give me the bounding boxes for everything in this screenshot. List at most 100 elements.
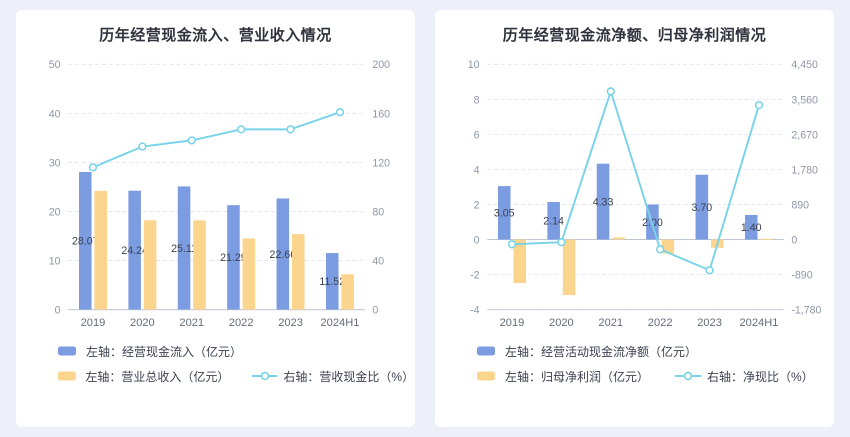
legend-line-icon xyxy=(252,371,278,381)
left-axis-tick-label: 10 xyxy=(49,255,61,267)
left-axis-tick-label: -2 xyxy=(470,269,480,281)
bar-value-label: 4.33 xyxy=(593,196,614,208)
bar-left-2024H1[interactable] xyxy=(341,274,354,310)
left-axis-tick-label: 8 xyxy=(474,94,480,106)
legend-row: 左轴：营业总收入（亿元） 右轴：营收现金比（%） xyxy=(54,368,415,385)
bar-left-2020[interactable] xyxy=(562,239,576,296)
bar-value-label: 3.70 xyxy=(692,202,713,214)
bar-left-2020[interactable] xyxy=(143,220,157,310)
left-axis-tick-label: 4 xyxy=(474,164,480,176)
bar-left-2019[interactable] xyxy=(497,186,511,240)
line-point[interactable] xyxy=(705,266,714,275)
x-axis-label: 2019 xyxy=(500,317,525,329)
bar-left-2019[interactable] xyxy=(94,190,107,310)
bar-value-label: 24.24 xyxy=(121,245,148,257)
legend-item-bar-0[interactable]: 左轴：经营活动现金流净额（亿元） xyxy=(473,343,697,360)
chart-title-right: 历年经营现金流净额、归母净利润情况 xyxy=(502,27,767,44)
legend-item-line-2[interactable]: 右轴：净现比（%） xyxy=(675,368,814,385)
line-point[interactable] xyxy=(656,245,665,254)
legend-bar-swatch-icon xyxy=(477,371,495,381)
left-axis-tick-label: 0 xyxy=(474,234,480,246)
bar-left-2021[interactable] xyxy=(612,237,625,240)
legend-label: 左轴：营业总收入（亿元） xyxy=(85,369,230,384)
right-axis-tick-label: 4,450 xyxy=(791,59,818,71)
chart-legend-right: 左轴：经营活动现金流净额（亿元） 左轴：归母净利润（亿元） 右轴：净现比（%） xyxy=(439,339,830,385)
bar-left-2019[interactable] xyxy=(513,239,526,284)
line-point[interactable] xyxy=(286,125,295,134)
bar-left-2020[interactable] xyxy=(547,202,560,240)
cash-inflow-revenue-chart: 0 0 10 40 20 80 30 120 40 160 50 200 2019 2020 2021 202… xyxy=(49,59,390,329)
right-axis-tick-label: 3,560 xyxy=(791,94,818,106)
bar-left-2024H1[interactable] xyxy=(325,253,339,310)
legend-row: 左轴：经营活动现金流净额（亿元） xyxy=(473,343,830,360)
bar-left-2019[interactable] xyxy=(78,171,92,310)
line-point[interactable] xyxy=(88,163,98,172)
x-axis-label: 2023 xyxy=(278,317,303,329)
legend-item-bar-0[interactable]: 左轴：经营现金流入（亿元） xyxy=(54,343,242,360)
line-point[interactable] xyxy=(237,125,246,134)
left-axis-tick-label: 30 xyxy=(49,157,61,169)
legend-bar-swatch-icon xyxy=(477,346,495,356)
bar-value-label: 2.14 xyxy=(543,216,564,228)
legend-bar-swatch-icon xyxy=(58,371,76,381)
right-axis-tick-label: 40 xyxy=(372,255,384,267)
line-point[interactable] xyxy=(606,87,615,96)
right-axis-tick-label: 160 xyxy=(372,108,390,120)
line-point[interactable] xyxy=(557,238,566,247)
left-axis-tick-label: 50 xyxy=(49,59,61,71)
bar-value-label: 3.05 xyxy=(494,208,515,220)
bar-value-label: 21.29 xyxy=(220,252,247,264)
bar-left-2022[interactable] xyxy=(242,238,256,310)
x-axis-label: 2020 xyxy=(549,317,574,329)
bar-left-2023[interactable] xyxy=(276,198,290,310)
left-axis-tick-label: 10 xyxy=(468,59,480,71)
bar-left-2021[interactable] xyxy=(596,163,610,240)
bar-left-2022[interactable] xyxy=(227,205,240,310)
right-axis-tick-label: 0 xyxy=(372,304,378,316)
bar-left-2021[interactable] xyxy=(177,186,191,310)
right-axis-tick-label: -890 xyxy=(791,269,812,281)
left-axis-tick-label: 6 xyxy=(474,129,480,141)
legend-label: 左轴：经营活动现金流净额（亿元） xyxy=(505,344,698,359)
legend-item-line-2[interactable]: 右轴：营收现金比（%） xyxy=(252,368,415,385)
line-point[interactable] xyxy=(335,108,345,117)
legend-label: 右轴：营收现金比（%） xyxy=(283,369,415,384)
line-point[interactable] xyxy=(507,240,517,249)
right-axis-tick-label: 2,670 xyxy=(791,129,818,141)
legend-line-icon xyxy=(675,371,702,381)
net-cashflow-profit-chart: -4 -1,780 -2 -890 0 0 2 890 4 1,780 6 2,670 8 3,560 10… xyxy=(468,59,822,329)
bar-value-label: 1.40 xyxy=(741,222,762,234)
x-axis-label: 2020 xyxy=(130,317,155,329)
trend-line[interactable] xyxy=(92,111,341,169)
bar-left-2023[interactable] xyxy=(695,174,709,240)
bar-left-2021[interactable] xyxy=(193,220,206,310)
right-axis-tick-label: 0 xyxy=(791,234,797,246)
bar-value-label: 28.07 xyxy=(72,236,99,248)
x-axis-label: 2024H1 xyxy=(740,317,779,329)
x-axis-label: 2019 xyxy=(81,317,106,329)
bar-value-label: 25.11 xyxy=(171,243,197,255)
bar-left-2022[interactable] xyxy=(661,239,675,254)
legend-label: 左轴：归母净利润（亿元） xyxy=(505,369,650,384)
right-axis-tick-label: 890 xyxy=(791,199,809,211)
legend-row: 左轴：归母净利润（亿元） 右轴：净现比（%） xyxy=(473,368,830,385)
bar-left-2024H1[interactable] xyxy=(744,215,758,240)
line-point[interactable] xyxy=(187,136,196,145)
right-axis-tick-label: 120 xyxy=(372,157,390,169)
x-axis-label: 2022 xyxy=(229,317,254,329)
legend-item-bar-1[interactable]: 左轴：营业总收入（亿元） xyxy=(54,368,230,385)
x-axis-label: 2022 xyxy=(648,317,673,329)
line-point[interactable] xyxy=(754,100,764,110)
left-axis-tick-label: -4 xyxy=(470,304,480,316)
legend-bar-swatch-icon xyxy=(58,346,76,356)
bar-left-2023[interactable] xyxy=(292,234,305,310)
right-axis-tick-label: 1,780 xyxy=(791,164,818,176)
legend-item-bar-1[interactable]: 左轴：归母净利润（亿元） xyxy=(473,368,649,385)
line-point[interactable] xyxy=(138,142,147,151)
chart-legend-left: 左轴：经营现金流入（亿元） 左轴：营业总收入（亿元） 右轴：营收现金比（%） xyxy=(20,339,415,385)
bar-value-label: 22.66 xyxy=(270,249,297,261)
trend-line[interactable] xyxy=(511,88,760,272)
bar-left-2024H1[interactable] xyxy=(760,238,773,240)
bar-left-2020[interactable] xyxy=(128,190,141,310)
